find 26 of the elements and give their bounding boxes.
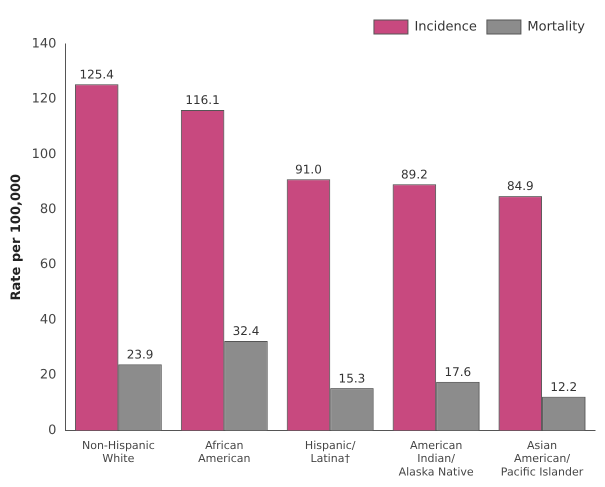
- data-label: 91.0: [295, 162, 322, 176]
- x-tick-label: American Indian/ Alaska Native: [398, 438, 474, 478]
- y-tick-label: 0: [48, 422, 56, 438]
- data-label: 125.4: [79, 67, 114, 82]
- data-label: 32.4: [232, 324, 260, 338]
- y-tick-label: 80: [40, 202, 56, 217]
- x-tick-label: Hispanic/ Latina†: [304, 438, 356, 466]
- legend-label: Mortality: [527, 19, 586, 34]
- data-label: 15.3: [338, 371, 366, 386]
- data-label: 89.2: [401, 167, 428, 182]
- data-label: 17.6: [444, 364, 472, 379]
- x-tick-label: Asian American/ Pacific Islander: [500, 438, 584, 478]
- x-tick-label: African American: [198, 438, 250, 466]
- y-axis-title: Rate per 100,000: [9, 174, 24, 301]
- y-tick-label: 140: [32, 36, 56, 52]
- legend-label: Incidence: [414, 19, 477, 34]
- data-label: 116.1: [185, 93, 220, 108]
- y-tick-label: 40: [40, 312, 56, 328]
- y-tick-label: 100: [32, 146, 56, 162]
- data-label: 84.9: [506, 179, 534, 194]
- data-label: 23.9: [126, 348, 154, 362]
- x-tick-label: Non-Hispanic White: [82, 438, 155, 466]
- y-tick-label: 60: [40, 257, 56, 272]
- y-tick-label: 20: [40, 368, 56, 383]
- data-label: 12.2: [550, 380, 578, 394]
- y-tick-label: 120: [32, 92, 56, 107]
